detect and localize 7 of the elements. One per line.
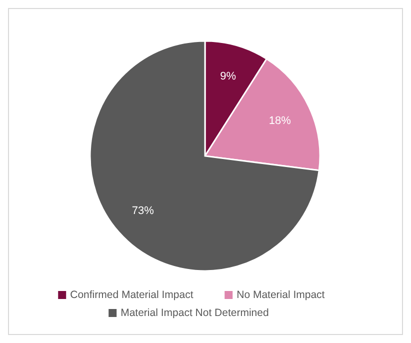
legend-label: Material Impact Not Determined [120, 307, 269, 319]
legend-label: No Material Impact [236, 289, 325, 301]
data-label: 18% [268, 114, 292, 127]
data-label: 73% [132, 204, 154, 217]
legend-label: Confirmed Material Impact [70, 289, 194, 301]
pie-slice [89, 40, 320, 272]
data-label: 9% [220, 70, 236, 82]
